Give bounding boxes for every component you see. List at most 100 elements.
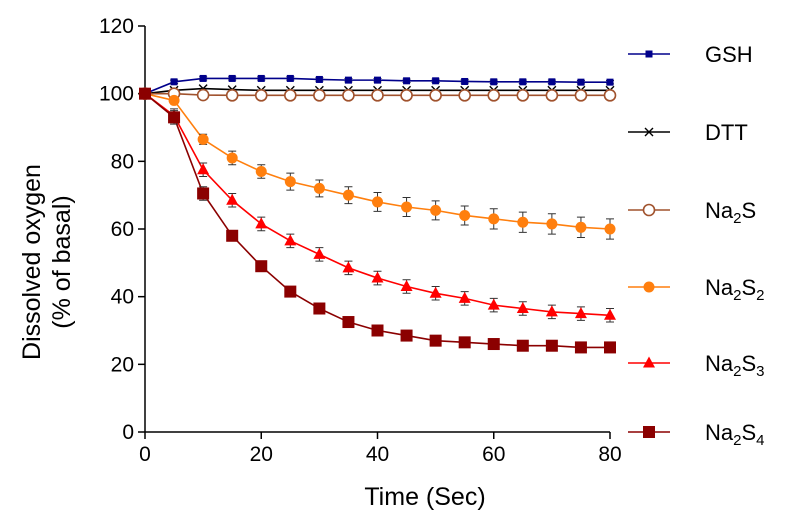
legend-marker xyxy=(642,203,656,217)
y-axis-title-line1: Dissolved oxygen xyxy=(18,164,46,360)
legend-entry-na2s2: Na2S2 xyxy=(628,275,765,304)
legend-label: Na2S xyxy=(705,198,756,227)
data-point xyxy=(604,341,616,354)
legend-marker xyxy=(645,50,653,58)
data-point xyxy=(461,77,469,85)
legend-text: S xyxy=(741,198,756,223)
y-tick-label: 120 xyxy=(99,15,134,38)
legend-subscript: 2 xyxy=(733,432,741,449)
data-point xyxy=(342,261,355,273)
data-point xyxy=(255,165,267,177)
data-point xyxy=(458,336,471,349)
y-tick-label: 0 xyxy=(122,421,134,444)
legend-subscript: 4 xyxy=(756,432,764,449)
data-point xyxy=(344,76,352,84)
data-point xyxy=(199,74,207,82)
x-tick-label: 20 xyxy=(250,443,273,466)
y-tick-label: 80 xyxy=(111,150,134,173)
data-point xyxy=(487,338,500,351)
data-point xyxy=(545,89,559,102)
data-point xyxy=(606,78,614,86)
data-point xyxy=(516,302,529,314)
y-tick-label: 40 xyxy=(111,286,134,309)
series-gsh xyxy=(141,74,614,98)
legend-text: Na xyxy=(705,275,734,300)
data-point xyxy=(429,334,442,347)
data-point xyxy=(255,260,268,273)
legend-text: Na xyxy=(705,351,734,376)
legend-subscript: 3 xyxy=(756,363,764,380)
legend-entry-na2s3: Na2S3 xyxy=(628,351,765,380)
data-point xyxy=(342,89,355,102)
data-point xyxy=(577,78,585,86)
data-point xyxy=(372,196,383,208)
legend-text: S xyxy=(741,351,756,376)
legend-label: Na2S4 xyxy=(705,420,765,449)
legend-text: DTT xyxy=(705,120,748,145)
data-point xyxy=(458,291,471,303)
data-point xyxy=(313,182,325,194)
data-point xyxy=(139,87,151,100)
data-point xyxy=(519,78,527,86)
legend-text: GSH xyxy=(705,42,753,67)
data-point xyxy=(430,204,442,216)
data-point xyxy=(371,89,384,102)
data-point xyxy=(545,305,558,317)
data-point xyxy=(574,341,587,354)
legend-text: Na xyxy=(705,198,734,223)
data-point xyxy=(342,189,354,201)
series-layer xyxy=(138,74,617,354)
legend-subscript: 2 xyxy=(733,363,741,380)
data-point xyxy=(168,94,180,106)
data-point xyxy=(170,78,178,86)
data-point xyxy=(226,193,239,205)
data-point xyxy=(429,286,442,298)
legend-marker xyxy=(643,281,655,293)
data-point xyxy=(403,77,411,85)
data-point xyxy=(374,76,381,84)
y-tick-label: 60 xyxy=(111,218,134,241)
y-axis-title-line2: (% of basal) xyxy=(48,195,76,328)
data-point xyxy=(197,163,210,175)
x-tick-label: 80 xyxy=(598,443,621,466)
data-point xyxy=(516,89,530,102)
data-point xyxy=(254,89,268,102)
series-na2s2 xyxy=(139,88,616,240)
legend-text: S xyxy=(741,420,756,445)
data-point xyxy=(548,78,556,86)
data-point xyxy=(371,324,384,337)
legend-entry-na2s: Na2S xyxy=(628,198,756,227)
legend-text: S xyxy=(741,275,756,300)
data-point xyxy=(545,339,558,352)
legend-subscript: 2 xyxy=(733,287,741,304)
x-tick-label: 0 xyxy=(139,443,151,466)
data-point xyxy=(197,133,209,145)
data-point xyxy=(284,89,297,102)
data-point xyxy=(487,298,500,310)
y-tick-label: 100 xyxy=(99,83,134,106)
legend-label: Na2S3 xyxy=(705,351,765,380)
legend-entry-dtt: DTT xyxy=(628,120,748,145)
data-point xyxy=(574,89,588,102)
data-point xyxy=(575,221,587,233)
data-point xyxy=(574,307,587,319)
data-point xyxy=(400,280,413,292)
x-tick-label: 60 xyxy=(482,443,505,466)
data-point xyxy=(284,234,297,246)
data-point xyxy=(255,217,268,229)
data-point xyxy=(490,78,498,86)
data-point xyxy=(371,271,384,283)
data-point xyxy=(432,77,440,85)
data-point xyxy=(516,339,529,352)
y-tick-label: 20 xyxy=(111,353,134,376)
legend-entry-na2s4: Na2S4 xyxy=(628,420,765,449)
legend-subscript: 2 xyxy=(756,287,764,304)
data-point xyxy=(284,176,296,188)
data-point xyxy=(286,74,294,82)
data-point xyxy=(429,89,442,102)
data-point xyxy=(459,209,471,221)
data-point xyxy=(517,216,529,228)
data-point xyxy=(313,302,326,315)
